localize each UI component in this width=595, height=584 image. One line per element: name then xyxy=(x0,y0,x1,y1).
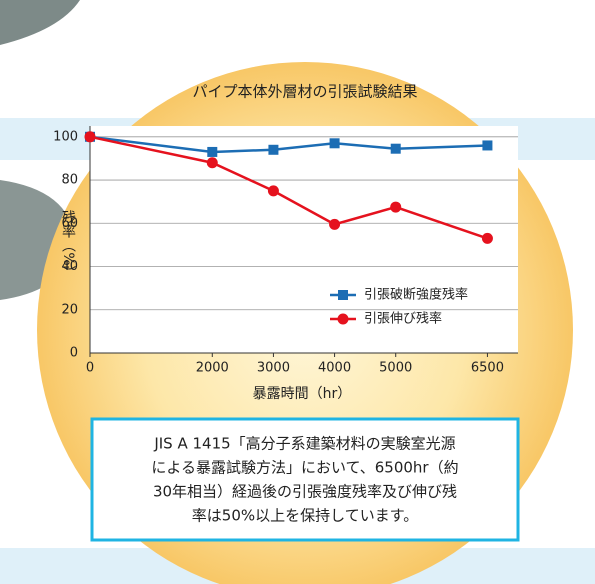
y-tick-label: 80 xyxy=(61,173,78,188)
note-box xyxy=(90,417,520,542)
y-tick-label: 20 xyxy=(61,302,78,317)
note-line: 30年相当）経過後の引張強度残率及び伸び残 xyxy=(153,483,457,501)
series-line xyxy=(89,135,488,154)
x-tick-label: 0 xyxy=(86,361,94,376)
marker xyxy=(268,144,279,155)
marker xyxy=(206,157,218,169)
series-line xyxy=(89,135,488,240)
note-line: による暴露試験方法」において、6500hr（約 xyxy=(151,459,458,477)
x-tick-label: 6500 xyxy=(471,361,504,376)
marker xyxy=(482,140,493,151)
note-line: 率は50%以上を保持しています。 xyxy=(192,507,418,525)
x-tick-label: 4000 xyxy=(318,361,351,376)
y-tick-label: 100 xyxy=(53,129,78,144)
legend-marker xyxy=(337,313,349,325)
y-tick-label: 60 xyxy=(61,216,78,231)
marker xyxy=(390,201,402,213)
y-axis-title: 残率（%） xyxy=(60,210,76,279)
marker xyxy=(329,218,341,230)
note: JIS A 1415「高分子系建築材料の実験室光源による暴露試験方法」において、… xyxy=(151,435,458,525)
marker xyxy=(329,138,340,149)
legend-label: 引張伸び残率 xyxy=(364,311,442,327)
x-axis-title: 暴露時間（hr） xyxy=(253,386,352,402)
chart-title: パイプ本体外層材の引張試験結果 xyxy=(192,83,417,101)
plot-area xyxy=(90,126,518,353)
marker xyxy=(390,143,401,154)
decoration xyxy=(0,0,80,45)
marker xyxy=(207,146,218,157)
marker xyxy=(481,232,493,244)
marker xyxy=(84,131,96,143)
marker xyxy=(267,185,279,197)
y-tick-label: 0 xyxy=(70,346,78,361)
x-tick-label: 5000 xyxy=(379,361,412,376)
y-tick-label: 40 xyxy=(61,259,78,274)
x-tick-label: 2000 xyxy=(196,361,229,376)
legend-marker xyxy=(338,290,348,300)
legend-label: 引張破断強度残率 xyxy=(364,287,468,303)
x-tick-label: 3000 xyxy=(257,361,290,376)
note-line: JIS A 1415「高分子系建築材料の実験室光源 xyxy=(153,435,455,453)
